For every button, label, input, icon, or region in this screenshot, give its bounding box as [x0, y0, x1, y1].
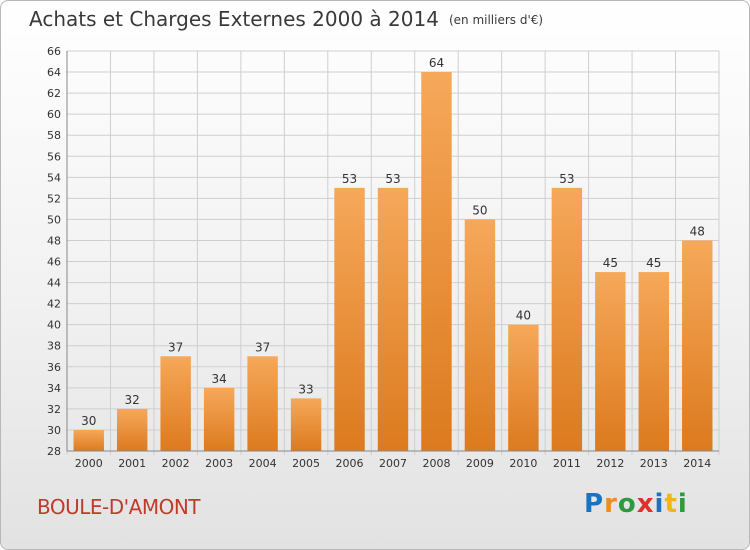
y-tick-label: 40: [47, 319, 61, 332]
y-tick-label: 34: [47, 382, 61, 395]
bar-2004: [247, 356, 278, 451]
label-layer: 30 32 37 34 37 33 53 53 64 50 40 53 45 45 48: [81, 56, 705, 428]
x-tick-label-2008: 2008: [422, 457, 450, 470]
data-label-2009: 50: [472, 203, 487, 217]
x-tick-label-2009: 2009: [466, 457, 494, 470]
data-label-2011: 53: [559, 172, 574, 186]
data-label-2000: 30: [81, 414, 96, 428]
bar-2009: [464, 219, 496, 451]
logo-letter: r: [604, 489, 618, 519]
y-tick-label: 64: [47, 66, 61, 79]
axis-layer: 28 30 32 34 36 38 40 42 44 46 48 50 52 54 56 58 60 62 64 66…: [47, 45, 719, 470]
y-tick-label: 56: [47, 150, 61, 163]
x-tick-label-2012: 2012: [596, 457, 624, 470]
data-label-2003: 34: [211, 372, 226, 386]
x-tick-label-2010: 2010: [509, 457, 537, 470]
y-tick-label: 46: [47, 256, 61, 269]
x-tick-label-2007: 2007: [379, 457, 407, 470]
proxiti-logo: Proxiti: [584, 489, 688, 519]
bar-2014: [682, 240, 713, 451]
bar-2002: [160, 356, 191, 451]
bar-2013: [638, 272, 670, 451]
bar-2012: [595, 272, 626, 451]
data-label-2002: 37: [168, 340, 183, 354]
data-label-2010: 40: [516, 309, 531, 323]
bar-2001: [116, 408, 148, 451]
logo-letter: i: [677, 489, 688, 519]
bar-2006: [334, 187, 365, 451]
commune-name: BOULE-D'AMONT: [37, 495, 201, 519]
logo-letter: o: [617, 489, 637, 519]
x-tick-label-2006: 2006: [336, 457, 364, 470]
y-tick-label: 28: [47, 445, 61, 458]
x-tick-label-2013: 2013: [640, 457, 668, 470]
chart-title-unit: (en milliers d'€): [448, 13, 544, 27]
x-tick-label-2014: 2014: [683, 457, 711, 470]
data-label-2008: 64: [429, 56, 444, 70]
logo-letter: t: [664, 489, 678, 519]
data-label-2004: 37: [255, 340, 270, 354]
bar-2008: [421, 72, 452, 451]
y-tick-label: 62: [47, 87, 61, 100]
data-label-2007: 53: [385, 172, 400, 186]
x-tick-label-2011: 2011: [553, 457, 581, 470]
y-tick-label: 60: [47, 108, 61, 121]
x-tick-label-2001: 2001: [118, 457, 146, 470]
data-label-2013: 45: [646, 256, 661, 270]
logo-letter: i: [654, 489, 665, 519]
y-tick-label: 54: [47, 171, 61, 184]
y-tick-label: 52: [47, 192, 61, 205]
y-tick-label: 36: [47, 361, 61, 374]
bar-2011: [551, 187, 583, 451]
x-tick-label-2004: 2004: [249, 457, 277, 470]
y-tick-label: 50: [47, 213, 61, 226]
bar-2007: [377, 187, 409, 451]
chart-title: Achats et Charges Externes 2000 à 2014 (e…: [29, 7, 543, 31]
data-label-2006: 53: [342, 172, 357, 186]
bar-2005: [290, 398, 322, 451]
y-tick-label: 58: [47, 129, 61, 142]
y-tick-label: 44: [47, 277, 61, 290]
data-label-2005: 33: [298, 382, 313, 396]
x-tick-label-2003: 2003: [205, 457, 233, 470]
bar-2003: [203, 387, 235, 451]
x-tick-label-2005: 2005: [292, 457, 320, 470]
y-tick-label: 42: [47, 298, 61, 311]
bar-layer: [73, 72, 713, 451]
bar-2000: [73, 429, 104, 451]
x-tick-label-2002: 2002: [162, 457, 190, 470]
data-label-2014: 48: [690, 224, 705, 238]
logo-letter: x: [636, 489, 655, 519]
y-tick-label: 48: [47, 234, 61, 247]
x-tick-label-2000: 2000: [75, 457, 103, 470]
chart-title-main: Achats et Charges Externes 2000 à 2014: [29, 7, 439, 31]
data-label-2001: 32: [125, 393, 140, 407]
y-tick-label: 30: [47, 424, 61, 437]
y-tick-label: 38: [47, 340, 61, 353]
y-tick-label: 32: [47, 403, 61, 416]
logo-letter: P: [584, 489, 605, 519]
bar-2010: [508, 324, 539, 451]
data-label-2012: 45: [603, 256, 618, 270]
y-tick-label: 66: [47, 45, 61, 58]
